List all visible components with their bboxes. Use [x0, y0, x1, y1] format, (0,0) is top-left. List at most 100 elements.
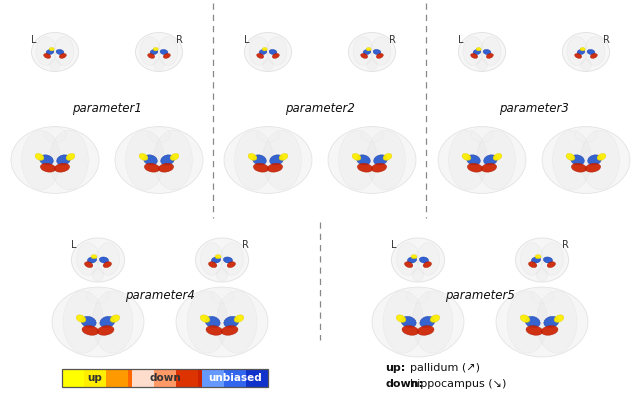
Text: parameter3: parameter3 — [499, 102, 569, 115]
Ellipse shape — [36, 37, 56, 65]
Ellipse shape — [31, 32, 79, 72]
Ellipse shape — [420, 316, 435, 328]
Text: R: R — [603, 35, 609, 45]
Ellipse shape — [413, 291, 453, 353]
Ellipse shape — [563, 32, 609, 72]
Text: L: L — [72, 240, 77, 250]
Ellipse shape — [462, 153, 471, 160]
Ellipse shape — [60, 53, 67, 58]
Ellipse shape — [153, 48, 158, 51]
Ellipse shape — [543, 257, 552, 263]
Ellipse shape — [216, 268, 228, 281]
Ellipse shape — [356, 155, 371, 165]
Ellipse shape — [554, 315, 564, 322]
Ellipse shape — [77, 242, 99, 275]
Text: L: L — [458, 35, 464, 45]
Text: R: R — [176, 35, 182, 45]
Ellipse shape — [404, 262, 413, 268]
Ellipse shape — [376, 53, 383, 58]
Ellipse shape — [371, 37, 391, 65]
Ellipse shape — [493, 153, 502, 160]
Ellipse shape — [86, 288, 109, 304]
Ellipse shape — [72, 238, 125, 282]
Text: pallidum (↗): pallidum (↗) — [403, 363, 480, 373]
Ellipse shape — [262, 48, 267, 51]
Ellipse shape — [176, 287, 268, 357]
Ellipse shape — [248, 153, 257, 160]
Ellipse shape — [223, 257, 232, 263]
Ellipse shape — [224, 316, 239, 328]
Ellipse shape — [154, 60, 164, 71]
Ellipse shape — [44, 53, 51, 58]
Ellipse shape — [585, 37, 605, 65]
Ellipse shape — [257, 53, 264, 58]
Ellipse shape — [467, 163, 483, 172]
Ellipse shape — [54, 163, 70, 172]
Ellipse shape — [66, 153, 75, 160]
Text: down:: down: — [385, 379, 423, 389]
Ellipse shape — [373, 49, 381, 55]
Ellipse shape — [419, 257, 429, 263]
Ellipse shape — [597, 153, 606, 160]
Ellipse shape — [35, 153, 44, 160]
Ellipse shape — [103, 262, 111, 268]
Ellipse shape — [467, 155, 481, 165]
Ellipse shape — [484, 155, 497, 165]
Ellipse shape — [481, 37, 501, 65]
Ellipse shape — [91, 255, 97, 259]
Ellipse shape — [417, 242, 440, 275]
Ellipse shape — [438, 127, 526, 194]
Ellipse shape — [383, 153, 392, 160]
Ellipse shape — [140, 37, 160, 65]
Ellipse shape — [476, 48, 481, 51]
Ellipse shape — [40, 163, 56, 172]
Ellipse shape — [54, 37, 74, 65]
Ellipse shape — [221, 242, 243, 275]
Ellipse shape — [50, 60, 60, 71]
Bar — [132, 369, 154, 387]
Ellipse shape — [161, 155, 174, 165]
Ellipse shape — [486, 53, 493, 58]
Ellipse shape — [272, 53, 279, 58]
Text: L: L — [244, 35, 250, 45]
Ellipse shape — [383, 291, 424, 353]
Ellipse shape — [269, 155, 284, 165]
Ellipse shape — [234, 315, 244, 322]
Ellipse shape — [361, 53, 368, 58]
Ellipse shape — [417, 326, 434, 335]
Ellipse shape — [361, 127, 383, 143]
Ellipse shape — [257, 127, 279, 143]
Ellipse shape — [139, 153, 148, 160]
Ellipse shape — [392, 238, 445, 282]
Ellipse shape — [125, 130, 164, 190]
Ellipse shape — [575, 127, 597, 143]
Bar — [176, 369, 198, 387]
Ellipse shape — [372, 287, 464, 357]
Ellipse shape — [88, 257, 97, 263]
Ellipse shape — [481, 163, 497, 172]
Ellipse shape — [50, 130, 88, 190]
Ellipse shape — [577, 49, 585, 55]
Ellipse shape — [520, 242, 543, 275]
Ellipse shape — [587, 49, 595, 55]
Ellipse shape — [525, 316, 540, 328]
Ellipse shape — [163, 53, 170, 58]
Bar — [106, 369, 128, 387]
Ellipse shape — [92, 268, 104, 281]
Ellipse shape — [571, 155, 584, 165]
Ellipse shape — [262, 130, 301, 190]
Ellipse shape — [477, 130, 515, 190]
Ellipse shape — [374, 155, 387, 165]
Text: down: down — [149, 373, 181, 383]
Ellipse shape — [97, 326, 114, 335]
Ellipse shape — [244, 32, 292, 72]
Ellipse shape — [544, 316, 559, 328]
Ellipse shape — [363, 49, 371, 55]
Ellipse shape — [52, 287, 144, 357]
Ellipse shape — [22, 130, 60, 190]
Ellipse shape — [541, 326, 558, 335]
Ellipse shape — [471, 127, 493, 143]
Bar — [128, 369, 132, 387]
Bar — [198, 369, 202, 387]
Ellipse shape — [46, 49, 54, 55]
